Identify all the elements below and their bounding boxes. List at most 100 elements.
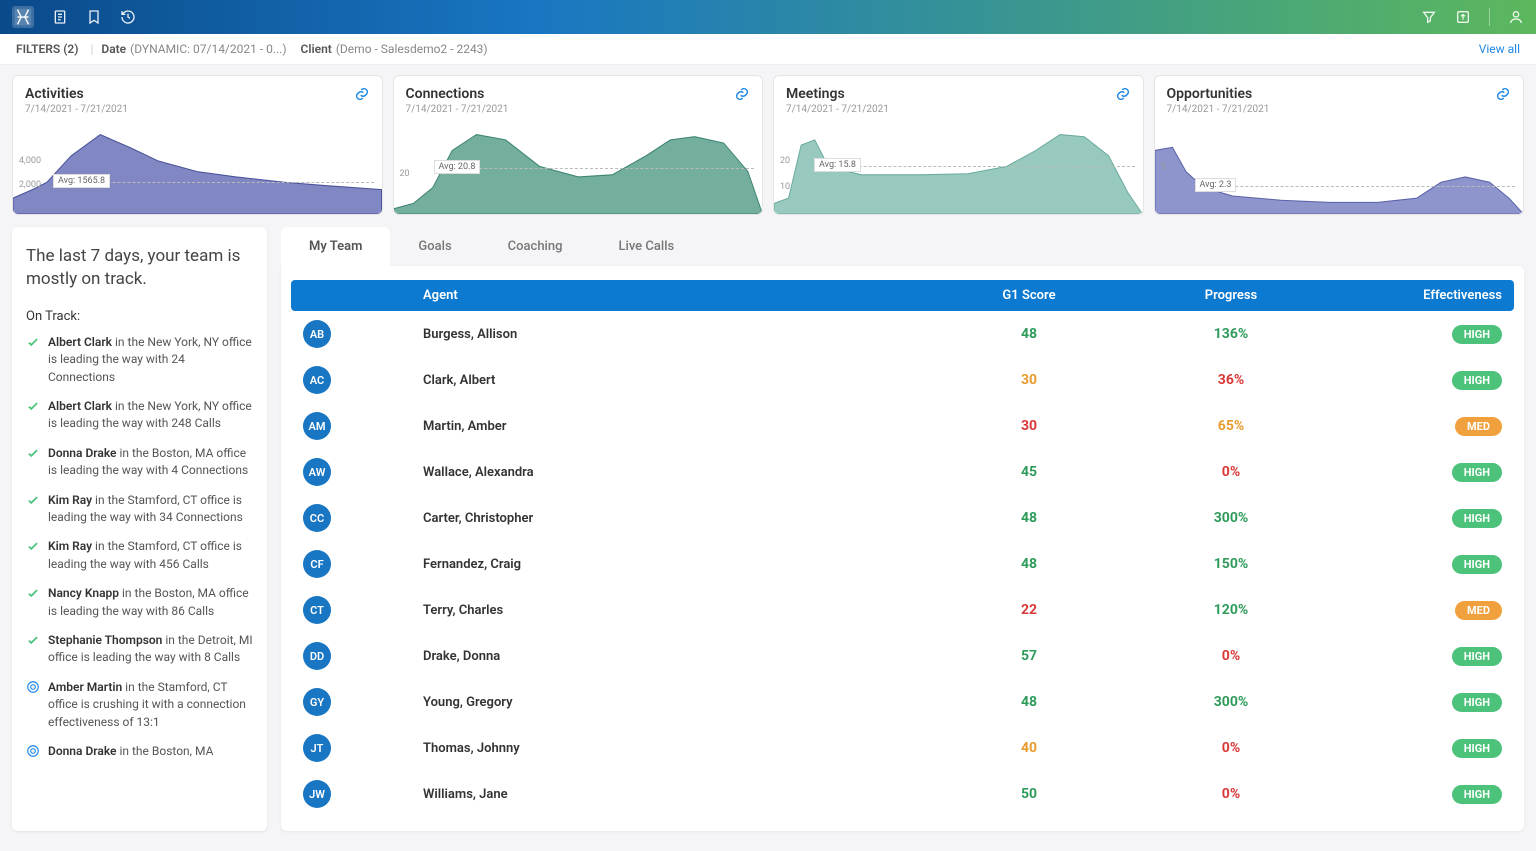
agent-name: Carter, Christopher [423, 511, 928, 526]
user-icon[interactable] [1508, 9, 1524, 25]
agent-name: Young, Gregory [423, 695, 928, 710]
agent-name: Burgess, Allison [423, 327, 928, 342]
progress-value: 0% [1130, 648, 1332, 664]
agent-name: Wallace, Alexandra [423, 465, 928, 480]
agent-name: Clark, Albert [423, 373, 928, 388]
ontrack-section-label: On Track: [26, 309, 253, 324]
avatar: CF [303, 550, 331, 578]
th-progress[interactable]: Progress [1130, 288, 1332, 303]
check-icon [26, 539, 40, 553]
filter-icon[interactable] [1421, 9, 1437, 25]
metric-cards-row: Activities 7/14/2021 - 7/21/2021 4,0002,… [0, 65, 1536, 221]
table-row[interactable]: JW Williams, Jane 50 0% HIGH [291, 771, 1514, 817]
g1-score: 30 [928, 418, 1130, 434]
check-icon [26, 335, 40, 349]
area-chart: 5 Avg: 2.3 [1155, 124, 1524, 214]
th-score[interactable]: G1 Score [928, 288, 1130, 303]
card-title: Opportunities [1167, 86, 1512, 102]
bookmark-icon[interactable] [86, 9, 102, 25]
insight-name: Donna Drake [48, 744, 117, 758]
insight-name: Kim Ray [48, 539, 92, 553]
area-chart: 2010 Avg: 15.8 [774, 124, 1143, 214]
card-date-range: 7/14/2021 - 7/21/2021 [786, 104, 1131, 115]
avg-line [434, 168, 755, 169]
metric-card[interactable]: Meetings 7/14/2021 - 7/21/2021 2010 Avg:… [773, 75, 1144, 215]
progress-value: 300% [1130, 694, 1332, 710]
card-date-range: 7/14/2021 - 7/21/2021 [1167, 104, 1512, 115]
tabs: My TeamGoalsCoachingLive Calls [281, 227, 1524, 266]
link-icon[interactable] [1115, 86, 1131, 102]
y-tick: 10 [780, 182, 790, 192]
agent-name: Terry, Charles [423, 603, 928, 618]
avg-label: Avg: 15.8 [814, 158, 861, 172]
tab-live-calls[interactable]: Live Calls [590, 227, 702, 266]
table-row[interactable]: AB Burgess, Allison 48 136% HIGH [291, 311, 1514, 357]
insight-item: Donna Drake in the Boston, MA office is … [26, 445, 253, 480]
client-filter-value[interactable]: (Demo - Salesdemo2 - 2243) [336, 42, 488, 56]
metric-card[interactable]: Opportunities 7/14/2021 - 7/21/2021 5 Av… [1154, 75, 1525, 215]
target-icon [26, 744, 40, 758]
link-icon[interactable] [734, 86, 750, 102]
table-row[interactable]: AM Martin, Amber 30 65% MED [291, 403, 1514, 449]
avatar: GY [303, 688, 331, 716]
link-icon[interactable] [354, 86, 370, 102]
table-header: Agent G1 Score Progress Effectiveness [291, 280, 1514, 311]
insights-panel: The last 7 days, your team is mostly on … [12, 227, 267, 831]
avg-label: Avg: 20.8 [434, 160, 481, 174]
effectiveness-badge: HIGH [1452, 785, 1502, 804]
agent-name: Drake, Donna [423, 649, 928, 664]
table-row[interactable]: GY Young, Gregory 48 300% HIGH [291, 679, 1514, 725]
g1-score: 48 [928, 326, 1130, 342]
progress-value: 120% [1130, 602, 1332, 618]
agent-name: Thomas, Johnny [423, 741, 928, 756]
avatar: DD [303, 642, 331, 670]
card-date-range: 7/14/2021 - 7/21/2021 [406, 104, 751, 115]
app-logo[interactable] [12, 6, 34, 28]
insight-name: Nancy Knapp [48, 586, 119, 600]
check-icon [26, 493, 40, 507]
area-chart: 20 Avg: 20.8 [394, 124, 763, 214]
tab-goals[interactable]: Goals [390, 227, 479, 266]
insights-title: The last 7 days, your team is mostly on … [26, 245, 253, 291]
table-row[interactable]: CC Carter, Christopher 48 300% HIGH [291, 495, 1514, 541]
export-icon[interactable] [1455, 9, 1471, 25]
insight-name: Amber Martin [48, 680, 122, 694]
history-icon[interactable] [120, 9, 136, 25]
table-row[interactable]: AW Wallace, Alexandra 45 0% HIGH [291, 449, 1514, 495]
effectiveness-badge: HIGH [1452, 647, 1502, 666]
view-all-link[interactable]: View all [1479, 42, 1520, 56]
avg-label: Avg: 1565.8 [53, 174, 110, 188]
avatar: AC [303, 366, 331, 394]
effectiveness-badge: HIGH [1452, 509, 1502, 528]
table-row[interactable]: AC Clark, Albert 30 36% HIGH [291, 357, 1514, 403]
avg-label: Avg: 2.3 [1195, 178, 1237, 192]
th-agent[interactable]: Agent [423, 288, 928, 303]
table-row[interactable]: CF Fernandez, Craig 48 150% HIGH [291, 541, 1514, 587]
target-icon [26, 680, 40, 694]
link-icon[interactable] [1495, 86, 1511, 102]
th-effectiveness[interactable]: Effectiveness [1332, 288, 1502, 303]
effectiveness-badge: HIGH [1452, 463, 1502, 482]
avg-line [1195, 186, 1516, 187]
effectiveness-badge: HIGH [1452, 325, 1502, 344]
tab-coaching[interactable]: Coaching [480, 227, 591, 266]
main-content: The last 7 days, your team is mostly on … [0, 221, 1536, 851]
table-row[interactable]: JT Thomas, Johnny 40 0% HIGH [291, 725, 1514, 771]
filters-label[interactable]: FILTERS (2) [16, 42, 78, 56]
table-row[interactable]: DD Drake, Donna 57 0% HIGH [291, 633, 1514, 679]
document-icon[interactable] [52, 9, 68, 25]
progress-value: 65% [1130, 418, 1332, 434]
date-filter-value[interactable]: (DYNAMIC: 07/14/2021 - 0...) [130, 42, 286, 56]
progress-value: 136% [1130, 326, 1332, 342]
metric-card[interactable]: Connections 7/14/2021 - 7/21/2021 20 Avg… [393, 75, 764, 215]
client-filter-label: Client [301, 42, 332, 56]
metric-card[interactable]: Activities 7/14/2021 - 7/21/2021 4,0002,… [12, 75, 383, 215]
card-title: Connections [406, 86, 751, 102]
table-row[interactable]: CT Terry, Charles 22 120% MED [291, 587, 1514, 633]
agent-name: Fernandez, Craig [423, 557, 928, 572]
check-icon [26, 633, 40, 647]
avatar: JW [303, 780, 331, 808]
effectiveness-badge: HIGH [1452, 555, 1502, 574]
avatar: CC [303, 504, 331, 532]
tab-my-team[interactable]: My Team [281, 227, 390, 266]
